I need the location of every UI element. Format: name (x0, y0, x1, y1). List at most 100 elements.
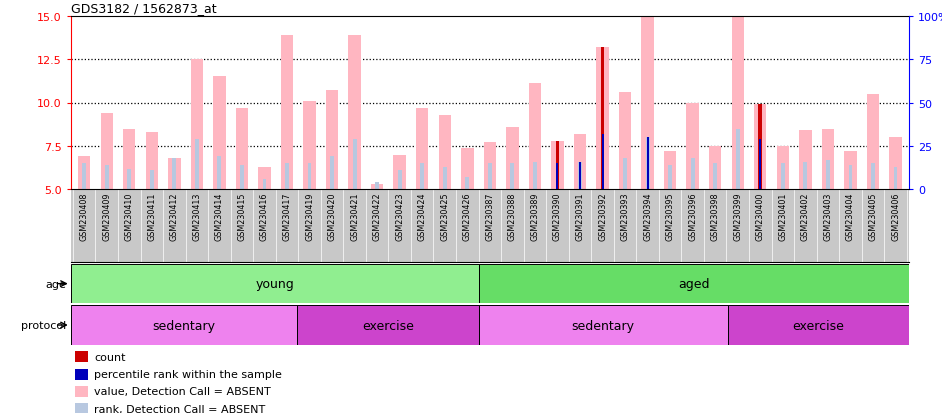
Bar (619, 93, 631, 190)
Text: GSM230395: GSM230395 (666, 192, 674, 241)
Bar (894, 167, 898, 190)
Bar (574, 135, 586, 190)
Bar (218, 157, 221, 190)
Bar (687, 103, 699, 190)
Text: young: young (255, 278, 294, 290)
Text: exercise: exercise (792, 319, 844, 332)
Text: GSM230405: GSM230405 (869, 192, 877, 240)
Bar (601, 48, 605, 190)
Bar (213, 77, 225, 190)
Bar (578, 162, 582, 190)
Bar (240, 166, 244, 190)
Bar (799, 131, 812, 190)
Bar (601, 135, 605, 190)
Bar (71, 306, 298, 345)
Bar (168, 159, 181, 190)
Bar (439, 115, 451, 190)
Bar (150, 171, 154, 190)
Bar (258, 167, 270, 190)
Bar (889, 138, 901, 190)
Text: GSM230410: GSM230410 (124, 192, 134, 240)
Text: GSM230394: GSM230394 (643, 192, 652, 240)
Bar (443, 167, 447, 190)
Bar (755, 105, 767, 190)
Bar (303, 102, 316, 190)
Bar (465, 178, 469, 190)
Bar (844, 152, 856, 190)
Bar (483, 143, 496, 190)
Bar (826, 161, 830, 190)
Text: GSM230420: GSM230420 (328, 192, 336, 240)
Bar (75, 351, 88, 363)
Text: GSM230388: GSM230388 (508, 192, 517, 240)
Bar (75, 369, 88, 380)
Text: GSM230387: GSM230387 (485, 192, 495, 240)
Bar (394, 155, 406, 190)
Bar (551, 141, 563, 190)
Bar (195, 140, 199, 190)
Bar (326, 91, 338, 190)
Bar (375, 183, 379, 190)
Text: exercise: exercise (362, 319, 414, 332)
Text: GSM230415: GSM230415 (237, 192, 247, 240)
Text: GSM230402: GSM230402 (801, 192, 810, 240)
Bar (664, 152, 676, 190)
Bar (821, 129, 834, 190)
Text: GSM230393: GSM230393 (621, 192, 629, 240)
Text: GSM230412: GSM230412 (170, 192, 179, 240)
Bar (416, 109, 429, 190)
Text: GSM230426: GSM230426 (463, 192, 472, 240)
Bar (78, 157, 90, 190)
Bar (556, 141, 560, 190)
Bar (123, 129, 136, 190)
Bar (557, 164, 559, 190)
Text: GSM230404: GSM230404 (846, 192, 855, 240)
Bar (75, 404, 88, 413)
Bar (556, 164, 560, 190)
Bar (690, 159, 694, 190)
Bar (352, 140, 356, 190)
Text: percentile rank within the sample: percentile rank within the sample (94, 369, 283, 379)
Text: GSM230396: GSM230396 (689, 192, 697, 240)
Text: sedentary: sedentary (153, 319, 216, 332)
Bar (732, 17, 744, 190)
Bar (298, 306, 479, 345)
Text: GSM230416: GSM230416 (260, 192, 269, 240)
Bar (596, 48, 609, 190)
Bar (281, 36, 293, 190)
Text: GSM230398: GSM230398 (710, 192, 720, 240)
Bar (728, 306, 909, 345)
Text: GSM230425: GSM230425 (440, 192, 449, 241)
Text: GDS3182 / 1562873_at: GDS3182 / 1562873_at (71, 2, 217, 15)
Bar (528, 84, 541, 190)
Bar (101, 114, 113, 190)
Text: rank, Detection Call = ABSENT: rank, Detection Call = ABSENT (94, 404, 266, 413)
Bar (479, 306, 728, 345)
Bar (624, 159, 627, 190)
Text: GSM230417: GSM230417 (283, 192, 291, 240)
Bar (668, 166, 672, 190)
Bar (645, 138, 650, 190)
Bar (506, 128, 519, 190)
Bar (236, 109, 248, 190)
Bar (776, 147, 789, 190)
Text: GSM230399: GSM230399 (733, 192, 742, 241)
Text: GSM230406: GSM230406 (891, 192, 900, 240)
Bar (263, 180, 267, 190)
Bar (759, 140, 761, 190)
Bar (330, 157, 334, 190)
Text: GSM230391: GSM230391 (576, 192, 584, 240)
Bar (82, 164, 86, 190)
Text: GSM230403: GSM230403 (823, 192, 833, 240)
Text: GSM230423: GSM230423 (396, 192, 404, 240)
Text: count: count (94, 352, 126, 362)
Text: GSM230408: GSM230408 (80, 192, 89, 240)
Text: GSM230392: GSM230392 (598, 192, 607, 241)
Bar (420, 164, 424, 190)
Bar (646, 138, 649, 190)
Bar (479, 264, 909, 304)
Bar (709, 147, 722, 190)
Bar (127, 169, 131, 190)
Bar (349, 36, 361, 190)
Text: GSM230411: GSM230411 (147, 192, 156, 240)
